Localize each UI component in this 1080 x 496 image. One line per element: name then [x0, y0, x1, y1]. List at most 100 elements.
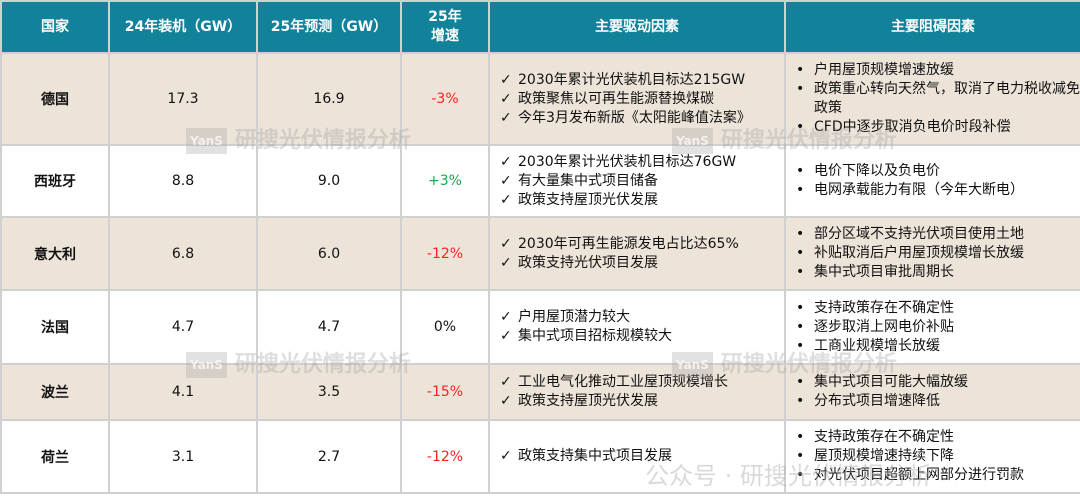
check-icon: ✓ [500, 254, 512, 271]
item-text: 集中式项目审批周期长 [814, 264, 954, 280]
item-text: 屋顶规模增速持续下降 [814, 448, 954, 464]
barrier-item: • 工商业规模增长放缓 [796, 337, 1080, 356]
bullet-icon: • [796, 337, 805, 354]
bullet-icon: • [796, 62, 805, 78]
item-text: 支持政策存在不确定性 [814, 429, 954, 445]
bullet-icon: • [796, 374, 805, 390]
barrier-item: • 部分区域不支持光伏项目使用土地 [796, 225, 1080, 244]
driver-item: ✓ 政策聚焦以可再生能源替换煤碳 [500, 90, 784, 109]
driver-item: ✓ 政策支持屋顶光伏发展 [500, 392, 784, 411]
growth-cell: +3% [400, 144, 490, 218]
barriers-cell: • 户用屋顶规模增速放缓 • 政策重心转向天然气，取消了电力税收减免政策 • CFD中逐步… [784, 52, 1080, 146]
item-text: 政策支持光伏项目发展 [518, 254, 658, 271]
column-header: 25年 增速 [400, 0, 490, 54]
item-text: 补贴取消后户用屋顶规模增长放缓 [814, 245, 1024, 261]
growth-cell: -12% [400, 419, 490, 494]
driver-item: ✓ 政策支持光伏项目发展 [500, 254, 784, 273]
bullet-icon: • [796, 182, 805, 198]
driver-item: ✓ 集中式项目招标规模较大 [500, 327, 784, 346]
bullet-icon: • [796, 226, 805, 242]
item-text: 政策支持集中式项目发展 [518, 448, 672, 464]
item-text: 有大量集中式项目储备 [518, 172, 658, 189]
column-header: 主要驱动因素 [488, 0, 786, 54]
installed-2024-cell: 4.7 [108, 289, 258, 365]
bullet-icon: • [796, 448, 805, 464]
check-icon: ✓ [500, 172, 512, 189]
check-icon: ✓ [500, 90, 512, 107]
bullet-icon: • [796, 393, 805, 409]
forecast-2025-cell: 3.5 [256, 363, 402, 421]
barrier-item: • 逐步取消上网电价补贴 [796, 318, 1080, 337]
drivers-cell: ✓ 2030年累计光伏装机目标达215GW ✓ 政策聚焦以可再生能源替换煤碳 ✓ 今年3月… [488, 52, 786, 146]
column-header: 国家 [0, 0, 110, 54]
barriers-cell: • 集中式项目可能大幅放缓 • 分布式项目增速降低 [784, 363, 1080, 421]
forecast-2025-cell: 4.7 [256, 289, 402, 365]
barrier-item: • 政策重心转向天然气，取消了电力税收减免政策 [796, 80, 1080, 118]
barrier-item: • 户用屋顶规模增速放缓 [796, 61, 1080, 80]
item-text: 逐步取消上网电价补贴 [814, 318, 954, 335]
bullet-icon: • [796, 81, 805, 97]
item-text: 2030年累计光伏装机目标达215GW [518, 71, 746, 88]
barrier-item: • 支持政策存在不确定性 [796, 299, 1080, 318]
barrier-item: • 屋顶规模增速持续下降 [796, 447, 1080, 466]
item-text: 政策聚焦以可再生能源替换煤碳 [518, 90, 714, 107]
check-icon: ✓ [500, 191, 512, 208]
item-text: 对光伏项目超额上网部分进行罚款 [814, 467, 1024, 483]
driver-item: ✓ 工业电气化推动工业屋顶规模增长 [500, 373, 784, 392]
item-text: 支持政策存在不确定性 [814, 299, 954, 316]
item-text: 政策重心转向天然气，取消了电力税收减免政策 [814, 81, 1080, 116]
check-icon: ✓ [500, 328, 512, 344]
growth-cell: -12% [400, 216, 490, 291]
barrier-item: • 对光伏项目超额上网部分进行罚款 [796, 466, 1080, 485]
installed-2024-cell: 8.8 [108, 144, 258, 218]
driver-item: ✓ 户用屋顶潜力较大 [500, 308, 784, 327]
drivers-cell: ✓ 户用屋顶潜力较大 ✓ 集中式项目招标规模较大 [488, 289, 786, 365]
forecast-2025-cell: 16.9 [256, 52, 402, 146]
item-text: 2030年可再生能源发电占比达65% [518, 235, 739, 252]
forecast-2025-cell: 6.0 [256, 216, 402, 291]
item-text: 电网承载能力有限（今年大断电） [814, 182, 1024, 198]
item-text: 部分区域不支持光伏项目使用土地 [814, 226, 1024, 242]
driver-item: ✓ 有大量集中式项目储备 [500, 172, 784, 191]
table-row: 意大利 6.8 6.0 -12% ✓ 2030年可再生能源发电占比达65% ✓ 政策支持光伏项… [0, 216, 1080, 291]
country-cell: 德国 [0, 52, 110, 146]
barrier-item: • 分布式项目增速降低 [796, 392, 1080, 411]
bullet-icon: • [796, 119, 805, 135]
bullet-icon: • [796, 467, 805, 483]
item-text: 工商业规模增长放缓 [814, 337, 940, 354]
installed-2024-cell: 17.3 [108, 52, 258, 146]
item-text: 集中式项目可能大幅放缓 [814, 374, 968, 390]
check-icon: ✓ [500, 309, 512, 325]
item-text: 户用屋顶规模增速放缓 [814, 62, 954, 78]
barrier-item: • 电网承载能力有限（今年大断电） [796, 181, 1080, 200]
forecast-2025-cell: 9.0 [256, 144, 402, 218]
growth-cell: 0% [400, 289, 490, 365]
driver-item: ✓ 2030年可再生能源发电占比达65% [500, 235, 784, 254]
drivers-cell: ✓ 工业电气化推动工业屋顶规模增长 ✓ 政策支持屋顶光伏发展 [488, 363, 786, 421]
item-text: 2030年累计光伏装机目标达76GW [518, 153, 737, 170]
barrier-item: • 集中式项目可能大幅放缓 [796, 373, 1080, 392]
column-header: 25年预测（GW） [256, 0, 402, 54]
installed-2024-cell: 3.1 [108, 419, 258, 494]
check-icon: ✓ [500, 374, 512, 390]
table-row: 德国 17.3 16.9 -3% ✓ 2030年累计光伏装机目标达215GW ✓ 政策聚焦以可… [0, 52, 1080, 146]
barriers-cell: • 部分区域不支持光伏项目使用土地 • 补贴取消后户用屋顶规模增长放缓 • 集中式项目审批… [784, 216, 1080, 291]
growth-cell: -3% [400, 52, 490, 146]
barrier-item: • 支持政策存在不确定性 [796, 428, 1080, 447]
barriers-cell: • 支持政策存在不确定性 • 逐步取消上网电价补贴 • 工商业规模增长放缓 [784, 289, 1080, 365]
drivers-cell: ✓ 2030年累计光伏装机目标达76GW ✓ 有大量集中式项目储备 ✓ 政策支持屋顶光伏发… [488, 144, 786, 218]
country-cell: 法国 [0, 289, 110, 365]
installed-2024-cell: 4.1 [108, 363, 258, 421]
item-text: 户用屋顶潜力较大 [518, 309, 630, 325]
barriers-cell: • 电价下降以及负电价 • 电网承载能力有限（今年大断电） [784, 144, 1080, 218]
bullet-icon: • [796, 429, 805, 445]
table-row: 西班牙 8.8 9.0 +3% ✓ 2030年累计光伏装机目标达76GW ✓ 有大量集中式项目… [0, 144, 1080, 218]
check-icon: ✓ [500, 71, 512, 88]
drivers-cell: ✓ 2030年可再生能源发电占比达65% ✓ 政策支持光伏项目发展 [488, 216, 786, 291]
item-text: 集中式项目招标规模较大 [518, 328, 672, 344]
barrier-item: • 补贴取消后户用屋顶规模增长放缓 [796, 244, 1080, 263]
driver-item: ✓ 今年3月发布新版《太阳能峰值法案》 [500, 109, 784, 128]
item-text: 政策支持屋顶光伏发展 [518, 393, 658, 409]
table-row: 法国 4.7 4.7 0% ✓ 户用屋顶潜力较大 ✓ 集中式项目招标规模较大 • 支持政策存在不确… [0, 289, 1080, 365]
